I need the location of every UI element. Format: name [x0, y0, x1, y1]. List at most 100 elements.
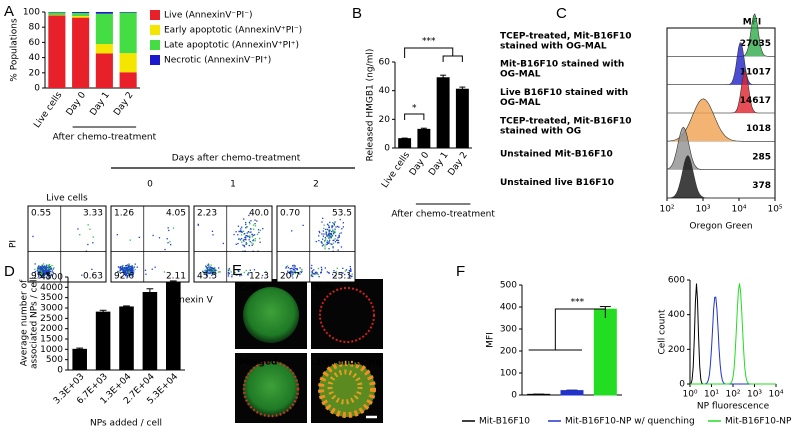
event-dot [123, 273, 125, 275]
event-dot [297, 272, 300, 274]
event-dot [48, 274, 50, 276]
event-dot [320, 241, 323, 243]
series-label: Mit-B16F10 stained with [500, 60, 624, 70]
y-tick-label: 20 [379, 115, 391, 125]
column-label: 2 [313, 180, 319, 190]
event-dot [243, 246, 246, 248]
legend-label: Mit-B16F10 [479, 417, 530, 427]
event-dot [293, 264, 295, 266]
event-dot [334, 231, 336, 234]
event-dot [38, 265, 40, 267]
event-dot [126, 274, 128, 277]
panel-letter: E [232, 262, 242, 279]
bar [436, 77, 450, 149]
y-axis-label: MFI [486, 332, 496, 348]
event-dot [318, 240, 320, 242]
event-dot [347, 273, 350, 275]
event-dot [318, 230, 320, 233]
event-dot [262, 228, 264, 230]
event-dot [211, 274, 213, 277]
event-dot [327, 242, 329, 244]
event-dot [45, 265, 47, 268]
event-dot [330, 236, 332, 238]
event-dot [293, 268, 295, 271]
event-dot [248, 239, 250, 241]
event-dot [324, 246, 326, 248]
event-dot [248, 214, 250, 217]
event-dot [124, 270, 126, 272]
mfi-label: 11017 [740, 67, 771, 77]
quadrant-label: 0.70 [280, 209, 300, 219]
event-dot [313, 273, 316, 275]
series-label: TCEP-treated, Mit-B16F10 [500, 116, 632, 126]
event-dot [37, 273, 39, 275]
bar [95, 311, 111, 371]
event-dot [131, 270, 133, 272]
event-dot [34, 268, 36, 270]
event-dot [246, 226, 249, 228]
event-dot [40, 274, 43, 276]
event-dot [210, 269, 212, 272]
event-dot [209, 269, 211, 271]
event-dot [328, 231, 330, 233]
quadrant-label: 4.05 [166, 209, 186, 219]
event-dot [333, 270, 335, 272]
event-dot [122, 267, 124, 269]
event-dot [47, 264, 50, 266]
event-dot [351, 273, 353, 275]
header: Days after chemo-treatment [172, 154, 301, 164]
event-dot [247, 235, 249, 238]
event-dot [245, 235, 247, 237]
event-dot [333, 233, 335, 235]
event-dot [319, 231, 321, 234]
event-dot [334, 241, 337, 243]
event-dot [41, 267, 43, 269]
event-dot [235, 274, 237, 276]
event-dot [228, 272, 230, 275]
event-dot [227, 275, 230, 277]
event-dot [230, 271, 232, 273]
event-dot [130, 269, 132, 271]
bar-segment [95, 44, 113, 54]
event-dot [213, 269, 215, 271]
y-tick-label: 600 [668, 276, 685, 286]
y-tick-label: 4500 [40, 273, 63, 283]
bar-segment [95, 53, 113, 88]
bar-segment [119, 12, 137, 13]
legend-swatch [150, 55, 160, 65]
event-dot [38, 268, 40, 270]
event-dot [167, 227, 169, 229]
legend-label: Early apoptotic (AnnexinV⁺PI⁻) [164, 26, 302, 36]
event-dot [251, 236, 253, 238]
panel-letter: F [456, 263, 465, 280]
event-dot [250, 220, 252, 222]
event-dot [300, 271, 303, 274]
event-dot [49, 268, 51, 270]
event-dot [117, 266, 120, 268]
event-dot [254, 219, 256, 221]
event-dot [211, 270, 213, 272]
event-dot [248, 235, 251, 238]
event-dot [332, 229, 334, 231]
event-dot [242, 240, 244, 242]
event-dot [239, 231, 242, 233]
event-dot [341, 228, 343, 230]
event-dot [43, 269, 45, 272]
event-dot [214, 269, 216, 271]
x-tick-label: 10² [659, 205, 674, 215]
quadrant-label: 25.1 [332, 272, 352, 282]
event-dot [213, 270, 215, 272]
panel-letter: A [4, 3, 14, 20]
event-dot [259, 237, 261, 240]
cell-body [243, 361, 299, 417]
panel-letter: C [556, 5, 567, 22]
event-dot [128, 265, 130, 267]
event-dot [237, 269, 239, 271]
event-dot [292, 273, 294, 275]
bar-segment [72, 16, 90, 18]
plot-frame [193, 205, 273, 283]
event-dot [291, 230, 293, 232]
event-dot [227, 269, 230, 271]
quadrant-label: 40.0 [249, 209, 269, 219]
event-dot [249, 269, 251, 271]
